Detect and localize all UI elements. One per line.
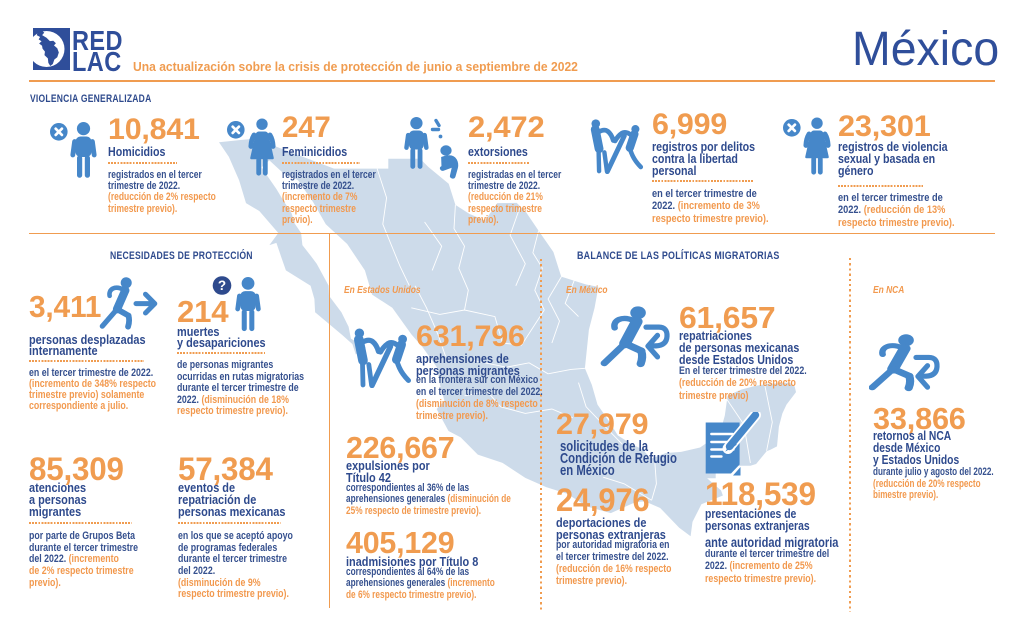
svg-text:?: ?	[218, 278, 226, 293]
